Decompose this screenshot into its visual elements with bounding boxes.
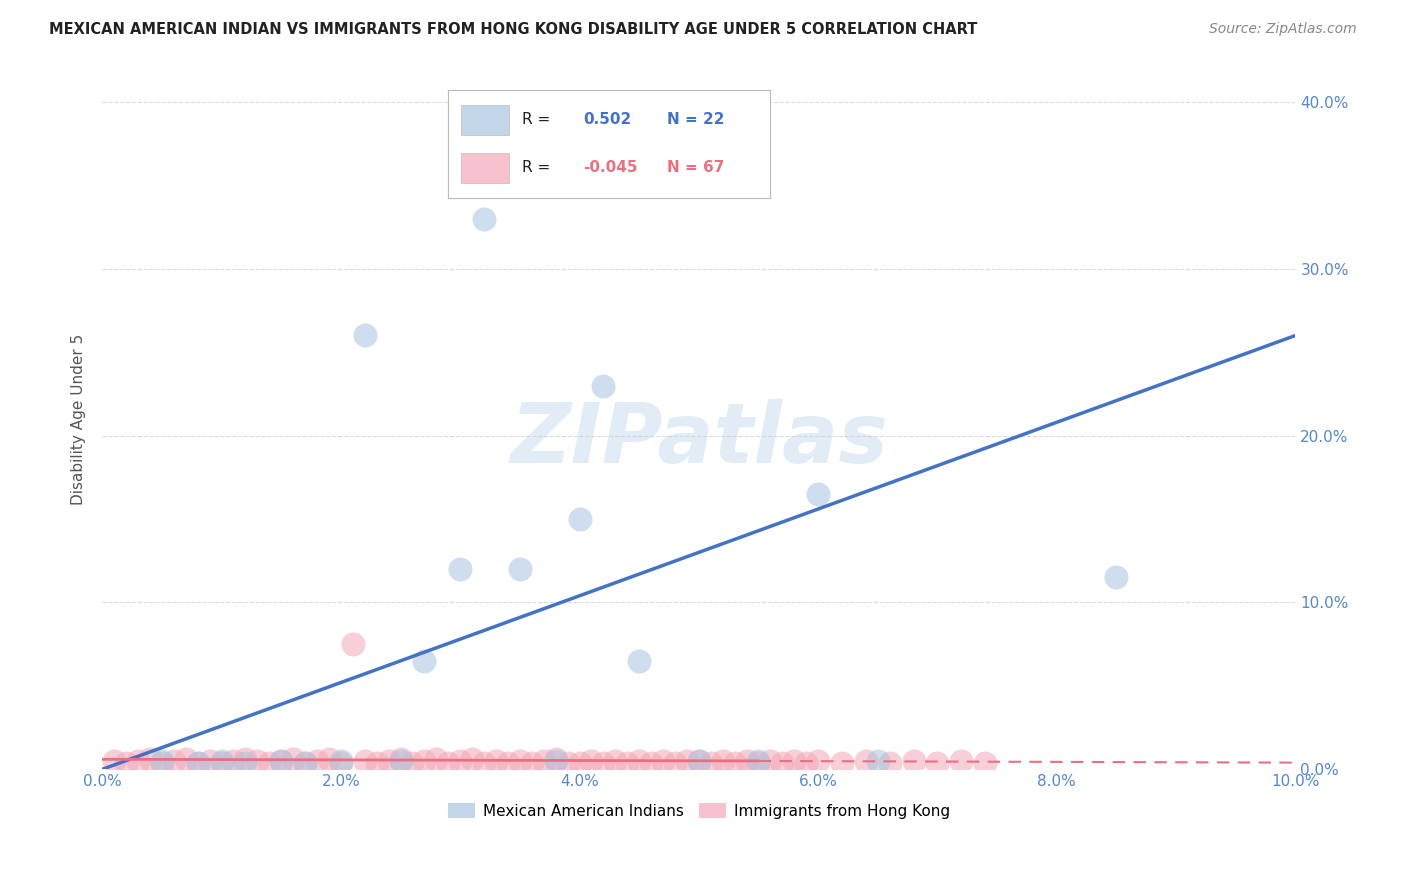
Point (425, 752, 447, 766)
Point (509, 754, 531, 768)
Point (103, 754, 125, 768)
Point (281, 752, 304, 766)
Point (211, 754, 233, 768)
Point (413, 754, 436, 768)
Point (544, 752, 567, 766)
Point (759, 754, 782, 768)
Point (628, 654, 651, 668)
Point (520, 756, 543, 770)
Point (747, 756, 769, 770)
Text: ZIPatlas: ZIPatlas (510, 400, 887, 481)
Point (509, 562, 531, 576)
Point (557, 756, 579, 770)
Point (485, 754, 508, 768)
Point (115, 756, 138, 770)
Point (652, 754, 675, 768)
Point (866, 754, 889, 768)
Point (592, 756, 614, 770)
Point (235, 756, 257, 770)
Point (688, 754, 710, 768)
Point (342, 637, 364, 651)
Point (187, 756, 209, 770)
Point (235, 752, 257, 766)
Point (389, 754, 412, 768)
Point (449, 754, 471, 768)
Point (496, 756, 519, 770)
Point (640, 756, 662, 770)
Point (472, 756, 495, 770)
Point (377, 754, 399, 768)
Point (807, 754, 830, 768)
Legend: Mexican American Indians, Immigrants from Hong Kong: Mexican American Indians, Immigrants fro… (441, 797, 956, 825)
Point (187, 756, 209, 770)
Point (246, 754, 269, 768)
Point (700, 756, 723, 770)
Point (211, 756, 233, 770)
Point (664, 756, 686, 770)
Point (581, 754, 603, 768)
Point (807, 487, 830, 501)
Point (413, 654, 436, 668)
Point (305, 754, 328, 768)
Point (353, 754, 375, 768)
Point (628, 754, 651, 768)
Point (353, 328, 375, 343)
Point (592, 378, 614, 392)
Point (950, 754, 973, 768)
Point (294, 756, 316, 770)
Text: Source: ZipAtlas.com: Source: ZipAtlas.com (1209, 22, 1357, 37)
Point (198, 754, 221, 768)
Point (163, 754, 186, 768)
Point (174, 752, 197, 766)
Point (533, 754, 555, 768)
Point (735, 754, 758, 768)
Point (927, 756, 949, 770)
Point (974, 756, 997, 770)
Point (855, 754, 877, 768)
Point (879, 756, 901, 770)
Point (676, 754, 699, 768)
Point (222, 754, 245, 768)
Point (150, 754, 173, 768)
Point (389, 752, 412, 766)
Point (688, 754, 710, 768)
Text: MEXICAN AMERICAN INDIAN VS IMMIGRANTS FROM HONG KONG DISABILITY AGE UNDER 5 CORR: MEXICAN AMERICAN INDIAN VS IMMIGRANTS FR… (49, 22, 977, 37)
Point (544, 754, 567, 768)
Point (711, 754, 734, 768)
Point (139, 752, 162, 766)
Point (150, 756, 173, 770)
Point (318, 752, 340, 766)
Point (366, 756, 388, 770)
Point (783, 754, 806, 768)
Point (1105, 570, 1128, 584)
Point (723, 756, 745, 770)
Point (259, 756, 281, 770)
Y-axis label: Disability Age Under 5: Disability Age Under 5 (72, 334, 86, 505)
Point (270, 754, 292, 768)
Point (449, 562, 471, 576)
Point (401, 756, 423, 770)
Point (127, 754, 149, 768)
Point (770, 756, 793, 770)
Point (461, 752, 484, 766)
Point (294, 756, 316, 770)
Point (329, 754, 352, 768)
Point (437, 756, 460, 770)
Point (616, 756, 638, 770)
Point (831, 756, 853, 770)
Point (794, 756, 817, 770)
Point (270, 754, 292, 768)
Point (472, 211, 495, 226)
Point (329, 756, 352, 770)
Point (903, 754, 925, 768)
Point (568, 512, 591, 526)
Point (605, 754, 627, 768)
Point (568, 756, 591, 770)
Point (747, 754, 769, 768)
